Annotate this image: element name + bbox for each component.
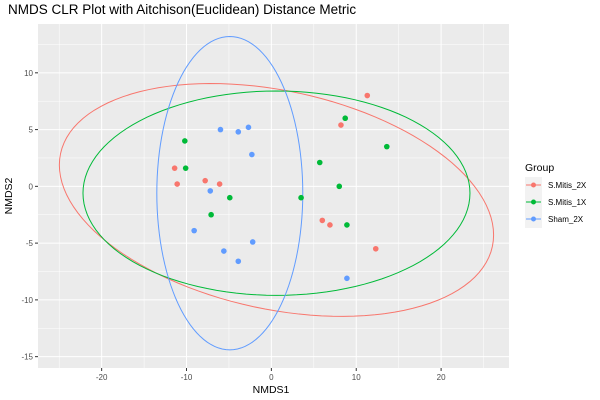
x-axis-title: NMDS1 [253, 384, 290, 396]
y-tick-label: 0 [29, 182, 34, 191]
point-S.Mitis_1X [182, 165, 189, 171]
chart-title: NMDS CLR Plot with Aitchison(Euclidean) … [8, 2, 356, 17]
point-S.Mitis_2X [327, 222, 333, 228]
ellipse-S.Mitis_2X [58, 83, 495, 317]
legend-title: Group [525, 162, 554, 174]
point-S.Mitis_1X [344, 222, 350, 228]
x-tick-label: -10 [181, 373, 193, 382]
legend: Group S.Mitis_2X S.Mitis_1X Sham_2X [525, 162, 587, 228]
ellipse-Sham_2X [156, 35, 304, 351]
x-axis-ticks: -20 -10 0 10 20 [96, 368, 446, 382]
x-tick-label: 20 [437, 373, 446, 382]
legend-key-point [531, 199, 536, 205]
plot-panel [38, 24, 509, 368]
point-S.Mitis_2X [338, 122, 344, 128]
data-points [171, 92, 390, 282]
point-S.Mitis_1X [298, 194, 304, 201]
grid-major [38, 24, 509, 368]
point-S.Mitis_2X [174, 181, 180, 187]
point-Sham_2X [217, 126, 224, 133]
x-tick-label: 10 [352, 373, 361, 382]
point-Sham_2X [221, 248, 227, 254]
y-tick-label: -15 [21, 353, 33, 362]
y-tick-label: -10 [21, 296, 33, 305]
point-Sham_2X [249, 239, 256, 245]
legend-label: S.Mitis_2X [548, 181, 587, 190]
legend-key-point [531, 182, 536, 188]
point-S.Mitis_1X [342, 115, 349, 122]
ellipses [58, 35, 495, 351]
point-S.Mitis_2X [216, 181, 223, 187]
point-S.Mitis_2X [202, 177, 208, 184]
point-Sham_2X [207, 188, 214, 194]
point-S.Mitis_2X [372, 245, 379, 252]
point-Sham_2X [191, 227, 197, 234]
x-tick-label: -20 [96, 373, 108, 382]
point-Sham_2X [249, 151, 255, 158]
point-S.Mitis_1X [316, 159, 323, 166]
point-S.Mitis_2X [171, 165, 178, 171]
y-tick-label: 5 [29, 126, 34, 135]
point-S.Mitis_1X [226, 194, 233, 201]
point-S.Mitis_1X [383, 143, 390, 150]
legend-label: S.Mitis_1X [548, 198, 587, 207]
y-axis-ticks: -15 -10 -5 0 5 10 [21, 69, 38, 362]
point-Sham_2X [344, 275, 350, 282]
point-Sham_2X [235, 129, 242, 135]
legend-label: Sham_2X [548, 215, 584, 224]
point-S.Mitis_2X [364, 92, 371, 99]
y-tick-label: -5 [26, 239, 34, 248]
point-S.Mitis_1X [208, 211, 214, 218]
y-tick-label: 10 [24, 69, 33, 78]
ellipse-S.Mitis_1X [82, 90, 471, 296]
y-axis-title: NMDS2 [3, 177, 15, 214]
legend-key-point [531, 216, 536, 222]
grid-minor [38, 24, 509, 368]
point-Sham_2X [245, 124, 252, 131]
point-S.Mitis_1X [182, 138, 188, 144]
point-S.Mitis_2X [319, 217, 326, 224]
x-tick-label: 0 [269, 373, 274, 382]
point-S.Mitis_1X [336, 183, 343, 190]
point-Sham_2X [235, 258, 242, 265]
